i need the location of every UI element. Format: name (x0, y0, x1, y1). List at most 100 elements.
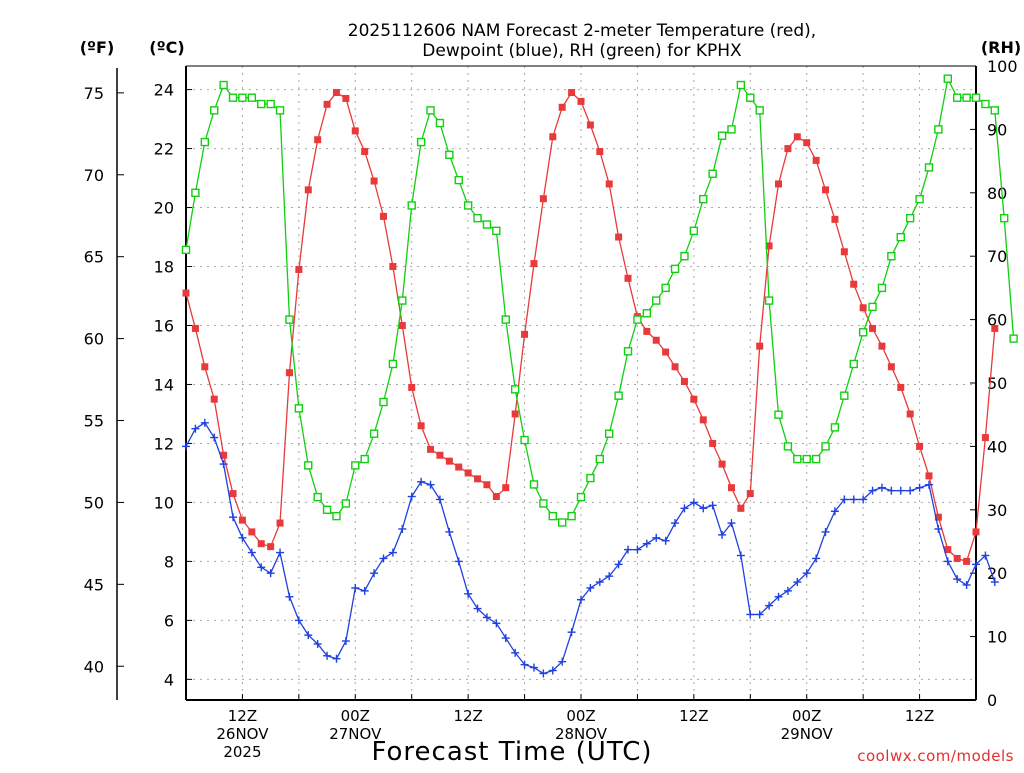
dewpoint-point (567, 628, 576, 637)
rh-point (689, 226, 699, 236)
x-axis-title: Forecast Time (UTC) (371, 737, 652, 767)
temperature-point (746, 490, 754, 498)
temperature-point (568, 89, 576, 97)
temperature-point (897, 383, 905, 391)
rh-point (652, 296, 661, 305)
temperature-point (916, 442, 924, 450)
rh-point (313, 492, 322, 502)
rh-point (304, 461, 313, 470)
rh-tick-label: 0 (987, 691, 997, 710)
temperature-point (699, 416, 707, 424)
dewpoint-point (868, 486, 877, 495)
dewpoint-point (454, 557, 463, 566)
rh-point (285, 315, 294, 324)
dewpoint-point (266, 569, 275, 578)
dewpoint-point (765, 601, 774, 610)
dewpoint-point (614, 560, 623, 569)
temperature-point (182, 289, 190, 297)
temperature-point (624, 274, 632, 282)
celsius-unit-label: (ºC) (149, 38, 184, 57)
rh-point (351, 461, 360, 470)
temperature-point (229, 490, 237, 498)
temperature-point (596, 148, 604, 156)
dewpoint-point (558, 657, 567, 666)
celsius-tick-label: 6 (164, 611, 174, 630)
dewpoint-point (661, 536, 670, 545)
temperature-point (605, 180, 613, 188)
dewpoint-point (388, 548, 397, 557)
temperature-point (869, 324, 877, 332)
temperature-point (295, 265, 303, 273)
x-tick-label: 12Z (228, 707, 257, 725)
fahrenheit-tick-label: 40 (84, 657, 104, 676)
dewpoint-point (492, 619, 501, 628)
temperature-point (445, 457, 453, 465)
rh-point (473, 213, 482, 223)
rh-point (501, 315, 510, 324)
rh-point (830, 423, 840, 432)
axes-layer: 4 6 8 10 12 14 16 18 20 22 24 40 45 50 55 60 65 70 75 0 10 20… (84, 57, 1018, 761)
rh-point (633, 315, 642, 324)
dewpoint-point (501, 634, 510, 643)
temperature-point (351, 127, 359, 135)
rh-point (454, 175, 463, 185)
rh-point (642, 309, 652, 318)
rh-point (708, 169, 717, 178)
temperature-point (248, 528, 256, 536)
rh-point (275, 106, 285, 115)
x-tick-label: 00Z (792, 707, 821, 725)
temperature-point (709, 439, 717, 447)
rh-point (369, 429, 379, 438)
temperature-point (285, 369, 293, 377)
celsius-tick-label: 12 (154, 434, 174, 453)
dewpoint-point (849, 495, 858, 504)
rh-tick-label: 70 (987, 247, 1007, 266)
rh-point (783, 442, 793, 451)
rh-point (529, 480, 539, 489)
temperature-point (690, 395, 698, 403)
dewpoint-point (671, 519, 680, 528)
x-tick-label: 27NOV (329, 725, 382, 743)
dewpoint-point (802, 569, 811, 578)
rh-point (238, 93, 247, 102)
temperature-point (878, 342, 886, 350)
rh-point (727, 125, 736, 134)
fahrenheit-tick-label: 45 (84, 575, 104, 594)
rh-point (877, 283, 887, 293)
rh-point (1000, 213, 1009, 223)
dewpoint-point (821, 527, 830, 536)
temperature-point (793, 133, 801, 141)
dewpoint-point (276, 548, 285, 557)
rh-point (228, 93, 238, 102)
dewpoint-point (586, 583, 595, 592)
rh-point (887, 251, 896, 261)
rh-point (990, 106, 1000, 115)
temperature-point (370, 177, 378, 185)
dewpoint-point (680, 504, 689, 513)
temperature-point (803, 139, 811, 147)
temperature-point (191, 324, 199, 332)
temperature-point (680, 378, 688, 386)
celsius-tick-label: 20 (154, 199, 174, 218)
rh-point (360, 454, 369, 464)
temperature-point (558, 103, 566, 111)
x-tick-label: 28NOV (555, 725, 608, 743)
rh-tick-label: 40 (987, 437, 1007, 456)
temperature-point (380, 212, 387, 220)
fahrenheit-tick-label: 55 (84, 412, 104, 431)
celsius-tick-label: 24 (154, 81, 174, 100)
rh-point (332, 511, 341, 521)
temperature-point (887, 363, 895, 371)
chart-title-line-1: 2025112606 NAM Forecast 2-meter Temperat… (348, 21, 816, 41)
dewpoint-point (407, 492, 416, 501)
dewpoint-point (793, 578, 802, 587)
temperature-point (991, 324, 999, 332)
temperature-point (220, 451, 228, 459)
rh-point (557, 518, 567, 527)
dewpoint-point (210, 433, 219, 442)
dewpoint-point (323, 651, 332, 660)
dewpoint-point (990, 578, 999, 587)
temperature-point (455, 463, 463, 471)
